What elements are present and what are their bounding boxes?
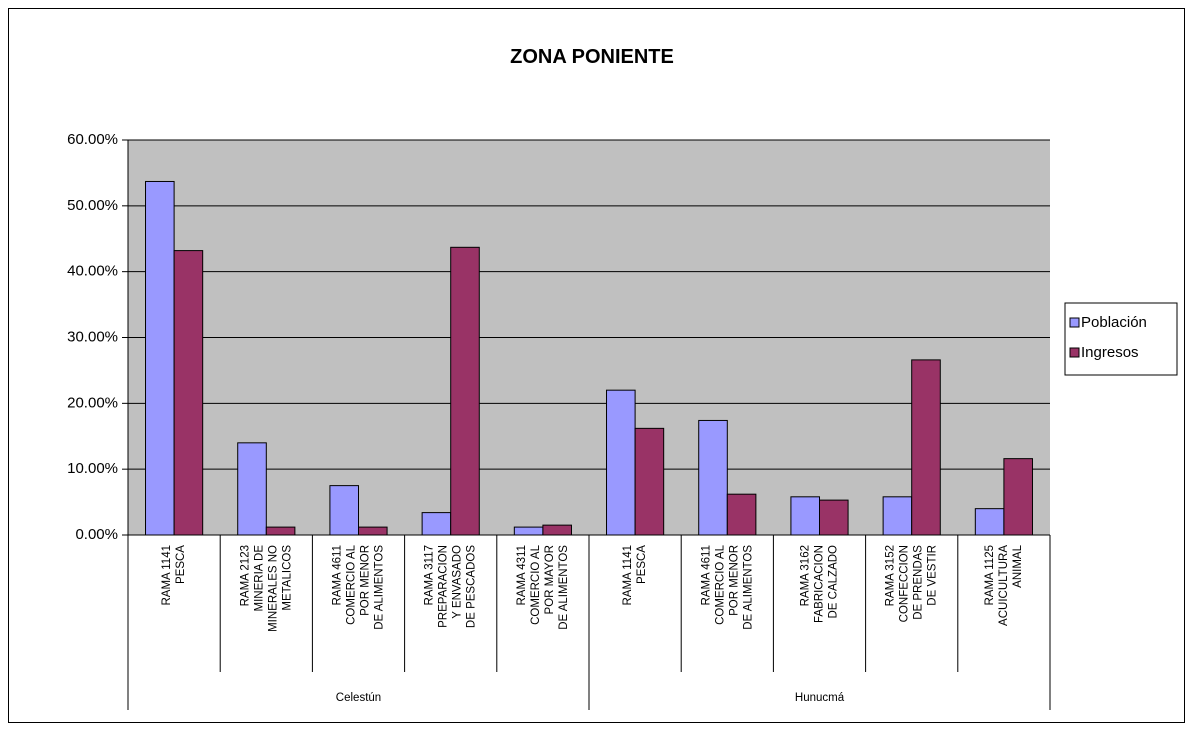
x-tick-label: METALICOS (281, 545, 293, 611)
x-tick-label: FABRICACION (814, 545, 826, 623)
x-tick-label: RAMA 3152 (885, 545, 897, 606)
x-tick-label: DE CALZADO (828, 545, 840, 619)
legend-swatch (1069, 317, 1080, 328)
y-tick-label: 0.00% (75, 526, 118, 543)
bar (237, 442, 267, 536)
x-tick-label: RAMA 2123 (239, 545, 251, 606)
legend-swatch (1069, 347, 1080, 358)
x-tick-label: ACUICULTURA (998, 545, 1010, 626)
bar (450, 246, 480, 536)
y-tick-label: 20.00% (67, 394, 118, 411)
bar (421, 512, 452, 536)
x-tick-label: RAMA 3162 (800, 545, 812, 606)
bar (606, 389, 636, 536)
x-tick-label: COMERCIO AL (530, 544, 542, 624)
bar (911, 359, 941, 536)
x-tick-label: PREPARACION (438, 545, 450, 628)
bar (542, 524, 572, 536)
x-tick-label: RAMA 4611 (700, 545, 712, 606)
y-tick-label: 60.00% (67, 131, 118, 148)
group-label: Celestún (336, 692, 381, 704)
x-tick-label: RAMA 1125 (984, 545, 996, 606)
bar (329, 485, 359, 536)
bar (974, 508, 1005, 536)
bar (358, 526, 388, 536)
x-tick-label: PESCA (636, 545, 648, 584)
y-tick-label: 30.00% (67, 328, 118, 345)
x-tick-label: DE ALIMENTOS (374, 545, 386, 630)
x-tick-label: PESCA (175, 545, 187, 584)
x-tick-label: DE VESTIR (927, 545, 939, 606)
bar (634, 427, 665, 536)
bar (790, 496, 821, 536)
legend-label: Ingresos (1081, 344, 1139, 361)
x-tick-label: POR MENOR (360, 545, 372, 616)
x-tick-label: MINERIA DE (253, 545, 265, 612)
bar (698, 419, 728, 536)
group-label: Hunucmá (795, 692, 845, 704)
bar (819, 499, 849, 536)
legend-label: Población (1081, 314, 1147, 331)
x-tick-label: RAMA 1141 (622, 545, 634, 606)
x-tick-label: DE ALIMENTOS (742, 545, 754, 630)
x-tick-label: RAMA 4311 (516, 545, 528, 606)
x-tick-label: DE PRENDAS (913, 545, 925, 620)
x-tick-label: ANIMAL (1012, 544, 1024, 587)
x-tick-label: RAMA 1141 (161, 545, 173, 606)
x-tick-label: DE ALIMENTOS (558, 545, 570, 630)
chart-title: ZONA PONIENTE (510, 46, 674, 68)
x-tick-label: MINERALES NO (267, 545, 279, 632)
legend-box (1064, 302, 1178, 376)
x-tick-label: RAMA 4611 (332, 545, 344, 606)
x-tick-label: CONFECCION (899, 545, 911, 622)
bar (513, 526, 544, 536)
x-tick-label: POR MAYOR (544, 545, 556, 614)
bar (145, 180, 175, 536)
bar (173, 250, 204, 536)
bar (265, 526, 296, 536)
x-tick-label: COMERCIO AL (346, 544, 358, 624)
x-tick-label: Y ENVASADO (452, 545, 464, 619)
y-tick-label: 40.00% (67, 263, 118, 280)
x-tick-label: COMERCIO AL (714, 544, 726, 624)
x-tick-label: RAMA 3117 (424, 545, 436, 606)
y-tick-label: 10.00% (67, 460, 118, 477)
x-tick-label: DE PESCADOS (466, 545, 478, 628)
y-tick-label: 50.00% (67, 197, 118, 214)
x-tick-label: POR MENOR (728, 545, 740, 616)
bar (726, 493, 757, 536)
bar (882, 496, 913, 536)
bar (1003, 458, 1033, 536)
